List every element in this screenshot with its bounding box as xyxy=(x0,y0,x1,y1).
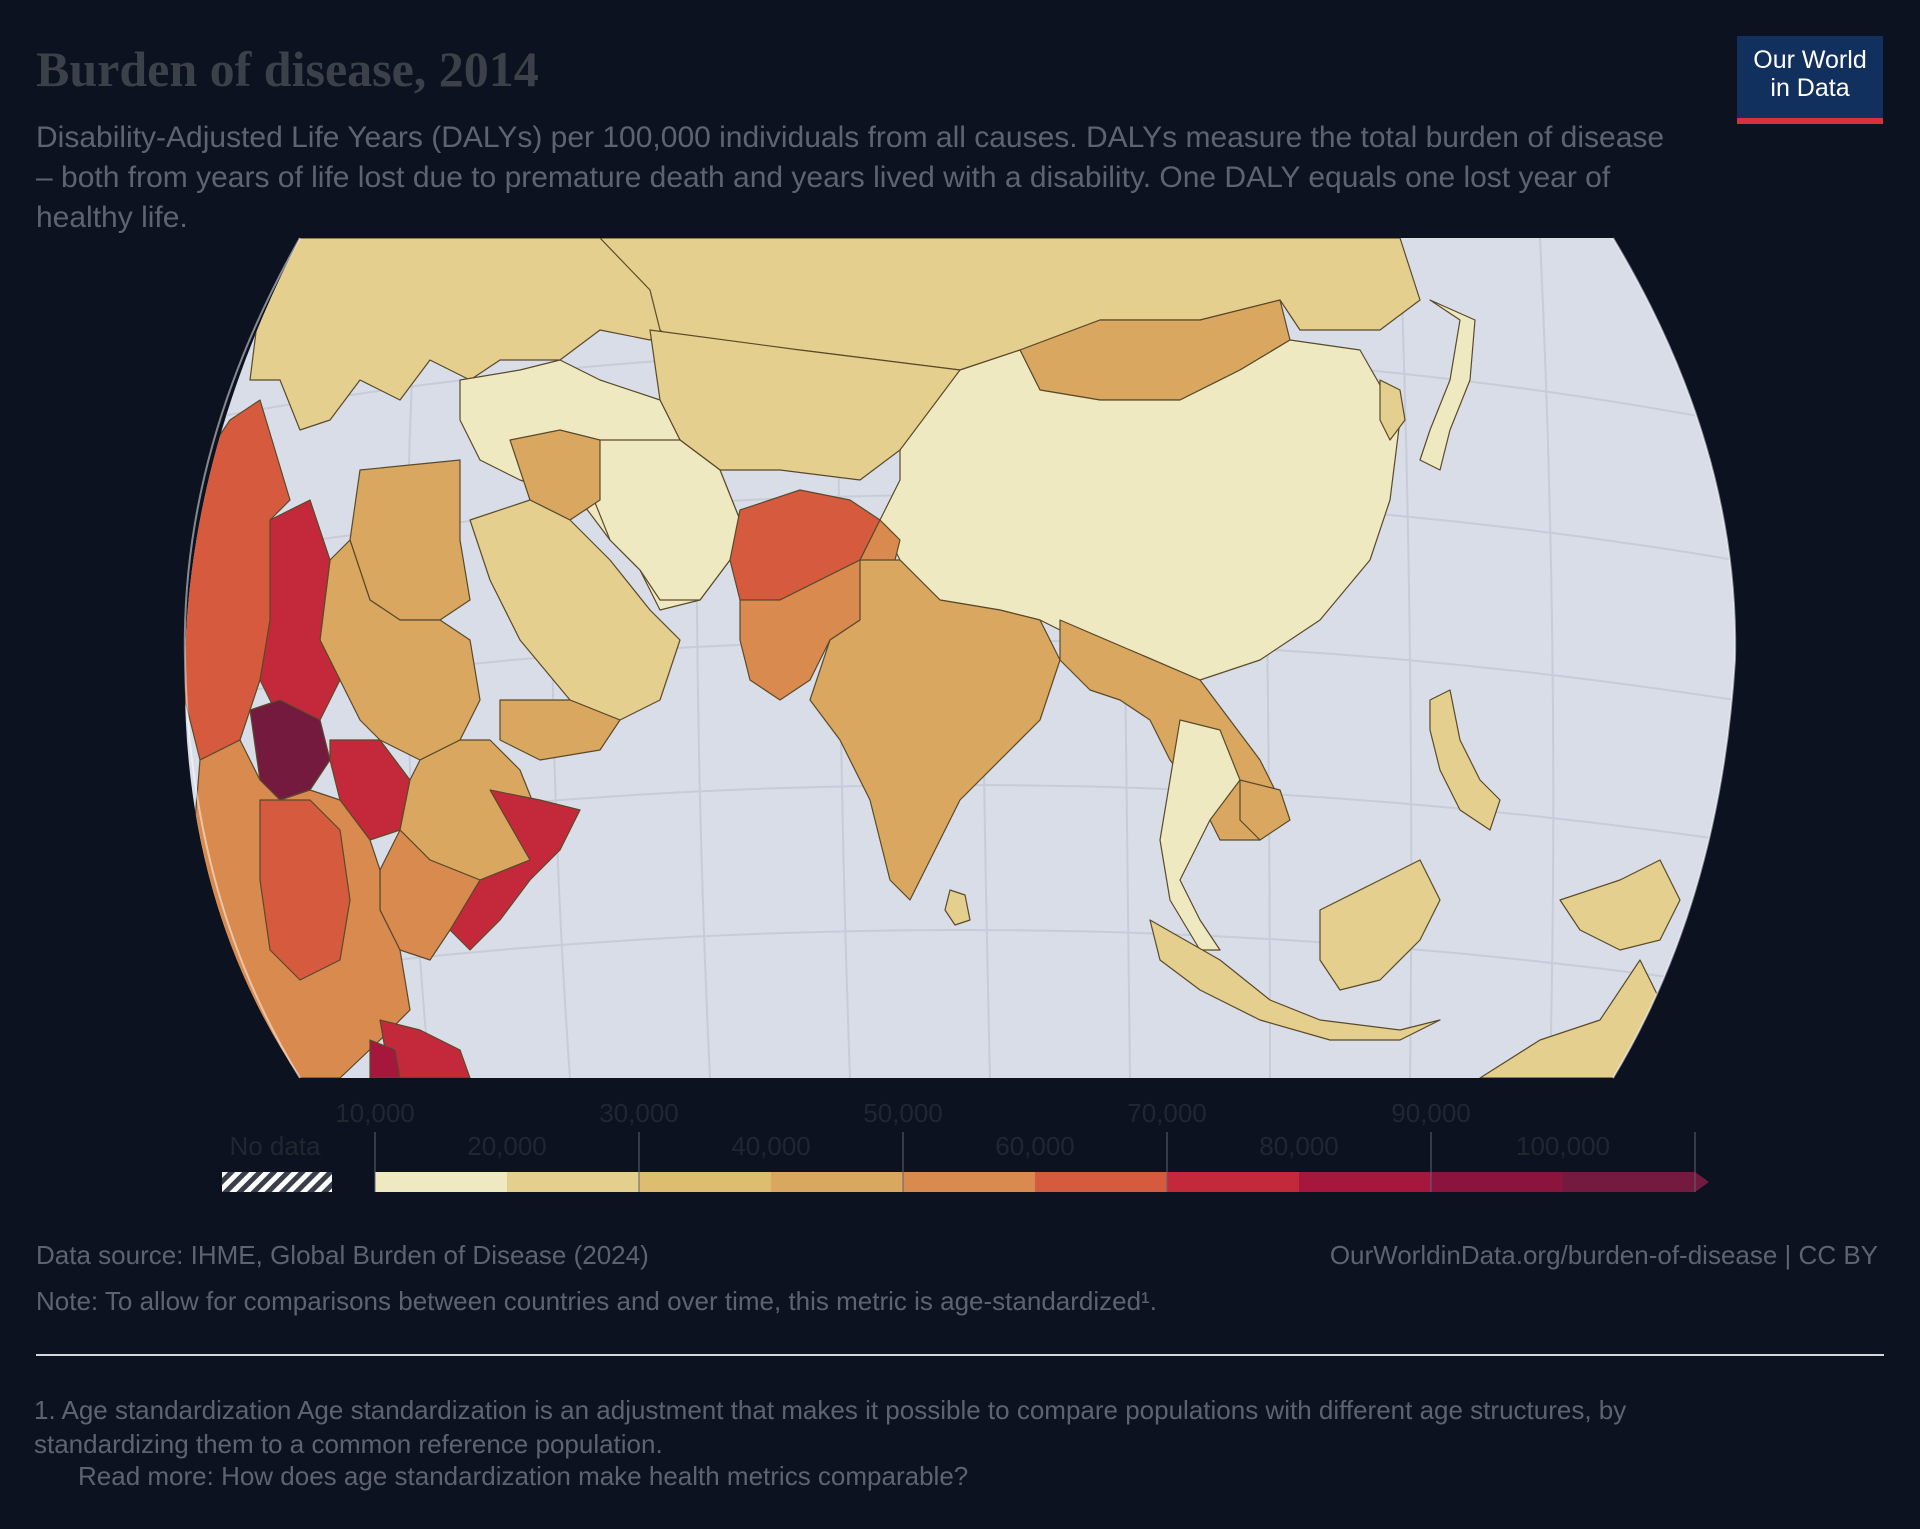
logo-line-2: in Data xyxy=(1770,74,1850,102)
legend-tick-lower: 80,000 xyxy=(1259,1131,1339,1161)
no-data-label: No data xyxy=(229,1131,321,1161)
legend-bin xyxy=(903,1172,1035,1192)
legend-bins xyxy=(375,1172,1709,1192)
countries xyxy=(184,238,1681,1078)
source-url[interactable]: OurWorldinData.org/burden-of-disease | C… xyxy=(1329,1240,1878,1270)
country-oman-yemen[interactable] xyxy=(499,699,621,761)
legend-tick-upper: 70,000 xyxy=(1127,1098,1207,1128)
legend-tick-lower: 60,000 xyxy=(995,1131,1075,1161)
legend-arrow xyxy=(1695,1172,1709,1192)
note: Note: To allow for comparisons between c… xyxy=(36,1286,1157,1316)
country-borneo[interactable] xyxy=(1319,859,1441,991)
country-indonesia[interactable] xyxy=(1149,919,1441,1041)
legend: No data 10,000 30,000 50,000 70,000 90,000 20… xyxy=(222,1098,1709,1192)
country-india[interactable] xyxy=(809,559,1061,901)
country-saudi-arabia[interactable] xyxy=(469,499,681,721)
data-source: Data source: IHME, Global Burden of Dise… xyxy=(36,1240,649,1270)
country-congo[interactable] xyxy=(259,799,351,981)
legend-bin xyxy=(639,1172,771,1192)
divider xyxy=(36,1354,1884,1356)
legend-bin xyxy=(375,1172,507,1192)
country-sri-lanka[interactable] xyxy=(944,889,971,926)
country-malawi[interactable] xyxy=(369,1039,401,1078)
country-new-guinea[interactable] xyxy=(1559,859,1681,951)
legend-tick-upper: 50,000 xyxy=(863,1098,943,1128)
legend-bin xyxy=(771,1172,903,1192)
country-south-sudan[interactable] xyxy=(329,739,411,841)
legend-bin xyxy=(1167,1172,1299,1192)
no-data-swatch xyxy=(222,1172,332,1192)
legend-bin xyxy=(1563,1172,1695,1192)
country-korea[interactable] xyxy=(1379,379,1406,441)
legend-tick-upper: 90,000 xyxy=(1391,1098,1471,1128)
country-somalia[interactable] xyxy=(449,789,581,951)
legend-tick-lower: 100,000 xyxy=(1516,1131,1610,1161)
country-japan[interactable] xyxy=(1419,299,1476,471)
chart-title: Burden of disease, 2014 xyxy=(36,41,539,97)
legend-ticks: 10,000 30,000 50,000 70,000 90,000 20,000 40,0… xyxy=(335,1098,1696,1192)
legend-bin xyxy=(507,1172,639,1192)
legend-bin xyxy=(1299,1172,1431,1192)
legend-bin xyxy=(1431,1172,1563,1192)
legend-tick-lower: 40,000 xyxy=(731,1131,811,1161)
country-sudan[interactable] xyxy=(319,539,481,761)
read-more-link[interactable]: Read more: How does age standardization … xyxy=(78,1461,969,1491)
country-iran[interactable] xyxy=(589,439,741,601)
logo-line-1: Our World xyxy=(1753,46,1867,74)
country-cambodia[interactable] xyxy=(1239,779,1291,841)
legend-bin xyxy=(1035,1172,1167,1192)
globe-outline xyxy=(183,237,1737,1079)
chart-subtitle: Disability-Adjusted Life Years (DALYs) p… xyxy=(36,121,1665,234)
legend-tick-lower: 20,000 xyxy=(467,1131,547,1161)
legend-tick-upper: 30,000 xyxy=(599,1098,679,1128)
country-philippines[interactable] xyxy=(1429,689,1501,831)
legend-tick-upper: 10,000 xyxy=(335,1098,415,1128)
footnote: 1. Age standardization Age standardizati… xyxy=(34,1395,1627,1459)
owid-logo[interactable]: Our World in Data xyxy=(1737,36,1883,124)
